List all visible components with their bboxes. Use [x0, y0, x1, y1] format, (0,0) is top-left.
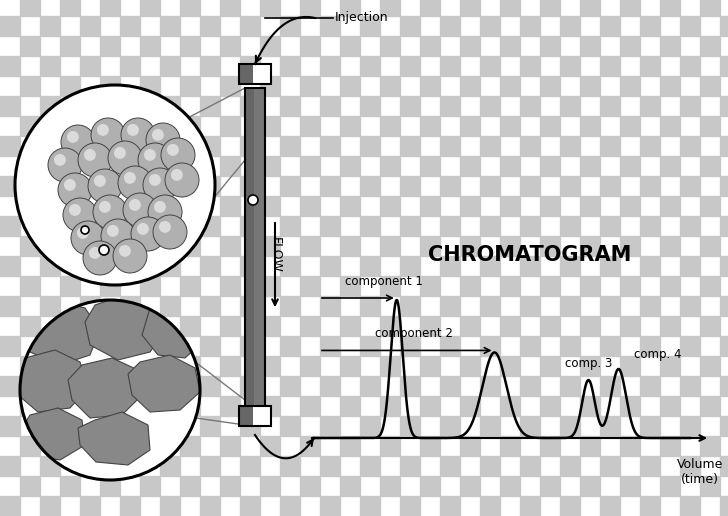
- Circle shape: [67, 131, 79, 143]
- Polygon shape: [15, 350, 88, 412]
- Polygon shape: [85, 295, 165, 360]
- Circle shape: [101, 219, 135, 253]
- Circle shape: [114, 147, 126, 159]
- Circle shape: [97, 124, 109, 136]
- Circle shape: [149, 174, 161, 186]
- Circle shape: [153, 215, 187, 249]
- Circle shape: [15, 85, 215, 285]
- Text: CHROMATOGRAM: CHROMATOGRAM: [428, 245, 632, 265]
- Circle shape: [138, 143, 172, 177]
- Circle shape: [91, 118, 125, 152]
- Circle shape: [54, 154, 66, 166]
- Circle shape: [146, 123, 180, 157]
- Circle shape: [20, 300, 200, 480]
- Circle shape: [93, 195, 127, 229]
- Circle shape: [108, 141, 142, 175]
- Circle shape: [78, 143, 112, 177]
- Circle shape: [137, 223, 149, 235]
- Bar: [239, 64, 271, 84]
- Circle shape: [61, 125, 95, 159]
- Polygon shape: [128, 355, 200, 412]
- Circle shape: [83, 241, 117, 275]
- Bar: [253, 406, 271, 426]
- Text: Volume
(time): Volume (time): [677, 458, 723, 486]
- Circle shape: [71, 221, 105, 255]
- Circle shape: [143, 168, 177, 202]
- Circle shape: [77, 227, 89, 239]
- Text: Injection: Injection: [335, 11, 389, 24]
- Circle shape: [159, 221, 171, 233]
- Bar: [239, 64, 253, 84]
- Bar: [254, 88, 265, 408]
- Bar: [245, 88, 265, 408]
- Circle shape: [167, 144, 179, 156]
- Circle shape: [99, 201, 111, 213]
- Circle shape: [131, 217, 165, 251]
- Circle shape: [165, 163, 199, 197]
- Circle shape: [107, 225, 119, 237]
- Text: component 2: component 2: [375, 328, 453, 341]
- Polygon shape: [78, 412, 150, 465]
- Circle shape: [88, 169, 122, 203]
- Circle shape: [64, 179, 76, 191]
- Text: FLOW: FLOW: [269, 237, 282, 273]
- Text: comp. 4: comp. 4: [633, 348, 681, 361]
- Circle shape: [94, 175, 106, 187]
- Bar: [239, 406, 253, 426]
- Circle shape: [81, 226, 89, 234]
- Polygon shape: [16, 408, 85, 460]
- Polygon shape: [68, 358, 142, 418]
- Bar: [253, 64, 271, 84]
- Bar: [239, 406, 271, 426]
- Circle shape: [89, 247, 101, 259]
- Circle shape: [127, 124, 139, 136]
- Circle shape: [69, 204, 81, 216]
- Text: comp. 3: comp. 3: [565, 357, 612, 370]
- Circle shape: [144, 149, 156, 161]
- Circle shape: [248, 195, 258, 205]
- Circle shape: [119, 245, 131, 257]
- Circle shape: [63, 198, 97, 232]
- Circle shape: [118, 166, 152, 200]
- Circle shape: [113, 239, 147, 273]
- Circle shape: [84, 149, 96, 161]
- Polygon shape: [20, 300, 100, 365]
- Circle shape: [99, 245, 109, 255]
- Circle shape: [148, 195, 182, 229]
- Circle shape: [48, 148, 82, 182]
- Polygon shape: [142, 300, 205, 358]
- Circle shape: [161, 138, 195, 172]
- Circle shape: [171, 169, 183, 181]
- Circle shape: [152, 129, 164, 141]
- Text: component 1: component 1: [345, 275, 423, 288]
- Circle shape: [121, 118, 155, 152]
- Bar: [245, 88, 254, 408]
- Circle shape: [123, 193, 157, 227]
- Circle shape: [124, 172, 136, 184]
- Circle shape: [129, 199, 141, 211]
- Circle shape: [154, 201, 166, 213]
- Circle shape: [58, 173, 92, 207]
